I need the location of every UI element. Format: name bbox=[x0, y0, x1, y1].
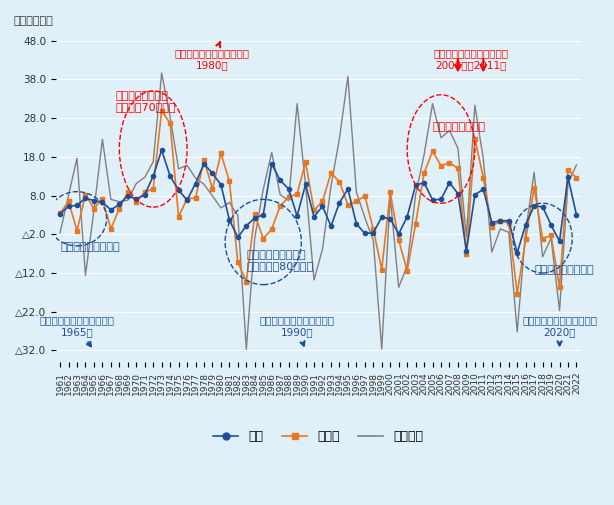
Text: アウトパフォーム: アウトパフォーム bbox=[432, 122, 486, 132]
Text: アンダーパフォーム: アンダーパフォーム bbox=[60, 242, 120, 252]
Text: コモディティー価格ピーク
2008年、2011年: コモディティー価格ピーク 2008年、2011年 bbox=[433, 48, 508, 70]
Text: コモディティー価格ピーク
1980年: コモディティー価格ピーク 1980年 bbox=[175, 42, 250, 70]
Text: アンダーパフォーム
（失われた80年代）: アンダーパフォーム （失われた80年代） bbox=[246, 250, 313, 271]
Text: （単位：％）: （単位：％） bbox=[14, 16, 53, 26]
Text: コモディティー価格ボトム
1990年: コモディティー価格ボトム 1990年 bbox=[260, 316, 335, 346]
Text: アウトパフォーム
（奇跡の70年代）: アウトパフォーム （奇跡の70年代） bbox=[115, 91, 176, 113]
Text: コモディティー価格ボトム
1965年: コモディティー価格ボトム 1965年 bbox=[39, 316, 114, 346]
Legend: 世界, 中南米, ブラジル: 世界, 中南米, ブラジル bbox=[208, 425, 429, 448]
Text: コモディティー価格ボトム
2020年: コモディティー価格ボトム 2020年 bbox=[522, 316, 597, 345]
Text: アンダーパフォーム: アンダーパフォーム bbox=[534, 265, 594, 275]
